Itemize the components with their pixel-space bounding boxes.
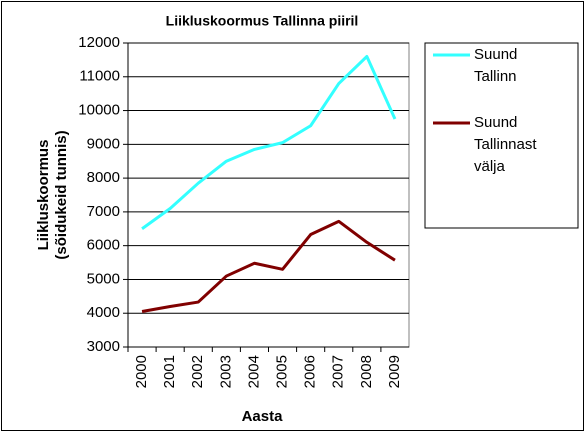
x-tick-label: 2001 — [161, 355, 178, 388]
y-tick-label: 3000 — [87, 338, 120, 355]
legend-box — [424, 42, 579, 229]
x-tick-label: 2003 — [217, 355, 234, 388]
x-tick-label: 2000 — [133, 355, 150, 388]
chart-title: Liikluskoormus Tallinna piiril — [166, 13, 359, 29]
y-tick-label: 8000 — [87, 169, 120, 186]
y-tick-label: 5000 — [87, 270, 120, 287]
y-tick-label: 7000 — [87, 203, 120, 220]
x-tick-label: 2009 — [386, 355, 403, 388]
series-line — [141, 55, 397, 230]
x-tick-label: 2005 — [274, 355, 291, 388]
x-tick-label: 2002 — [189, 355, 206, 388]
plot-area — [127, 42, 410, 348]
x-tick-label: 2006 — [302, 355, 319, 388]
legend-label: Suund Tallinn — [474, 46, 517, 85]
x-tick-label: 2008 — [358, 355, 375, 388]
series-line — [141, 219, 396, 314]
y-tick-label: 10000 — [78, 102, 120, 119]
y-tick-label: 4000 — [87, 304, 120, 321]
y-tick-label: 9000 — [87, 135, 120, 152]
y-tick-label: 12000 — [78, 34, 120, 51]
legend-label: Suund Tallinnast välja — [474, 114, 537, 175]
x-tick-label: 2007 — [330, 355, 347, 388]
x-axis-label: Aasta — [242, 408, 284, 425]
y-axis-label: Liikluskoormus(sõidukeid tunnis) — [35, 130, 70, 259]
y-tick-label: 6000 — [87, 237, 120, 254]
y-tick-label: 11000 — [79, 68, 120, 85]
x-tick-label: 2004 — [245, 355, 262, 388]
